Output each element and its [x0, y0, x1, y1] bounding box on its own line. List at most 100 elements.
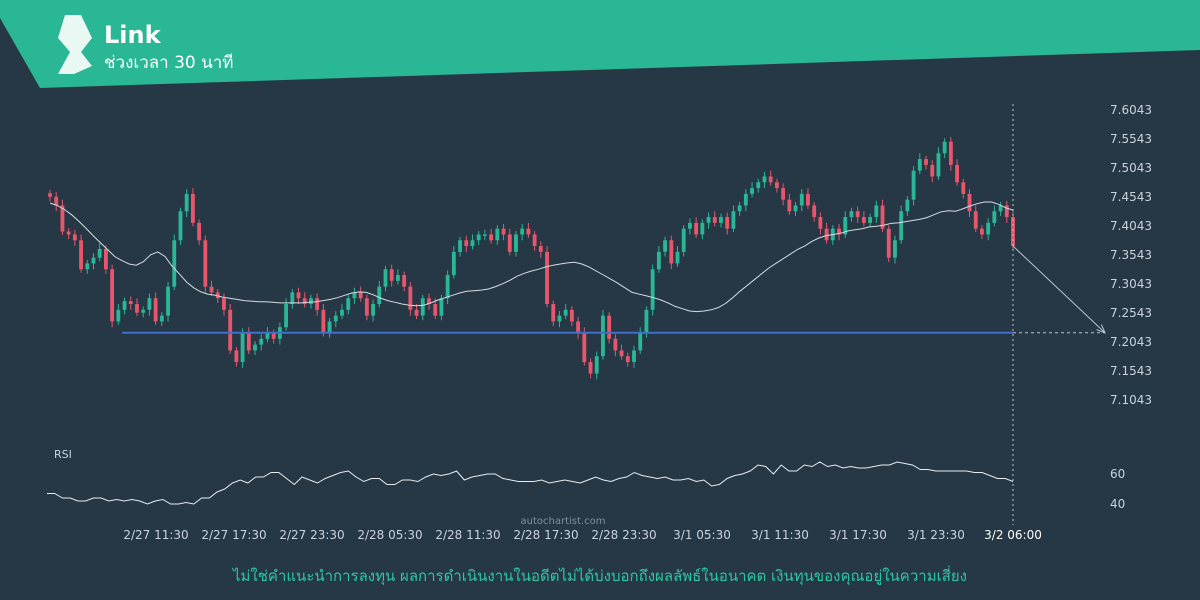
candle-down	[818, 217, 823, 229]
x-tick-label: 3/1 17:30	[829, 528, 887, 542]
candle-up	[159, 315, 164, 322]
candle-up	[942, 141, 947, 154]
candle-down	[402, 275, 407, 287]
x-axis: 2/27 11:30 2/27 17:30 2/27 23:30 2/28 05:30…	[123, 528, 1042, 542]
candle-up	[917, 159, 922, 171]
candle-up	[793, 205, 798, 212]
candle-down	[824, 228, 829, 241]
candle-down	[545, 251, 549, 305]
candle-down	[613, 338, 618, 351]
x-tick-label: 3/1 05:30	[673, 528, 731, 542]
candle-up	[675, 251, 680, 264]
candle-down	[576, 321, 581, 334]
candle-down	[433, 304, 438, 316]
y-tick-label: 7.5043	[1110, 161, 1152, 175]
candle-down	[315, 298, 320, 310]
candle-up	[116, 309, 121, 322]
candle-up	[85, 263, 90, 270]
candle-down	[302, 298, 307, 305]
candle-down	[1004, 205, 1009, 218]
candle-down	[955, 164, 960, 183]
candle-down	[321, 309, 326, 334]
candle-down	[725, 217, 730, 229]
y-tick-label: 7.5543	[1110, 132, 1152, 146]
candle-up	[470, 240, 475, 247]
y-tick-label: 7.1043	[1110, 393, 1152, 407]
price-panel: 7.6043 7.5543 7.5043 7.4543 7.4043 7.3543 7.30…	[48, 103, 1152, 525]
candle-down	[215, 292, 220, 299]
candle-up	[762, 176, 767, 183]
candle-down	[414, 309, 419, 316]
candle-up	[899, 211, 904, 241]
candle-up	[420, 298, 425, 316]
candle-down	[128, 301, 133, 305]
candle-down	[1011, 217, 1015, 247]
chart-subtitle: ช่วงเวลา 30 นาที	[104, 53, 234, 73]
candle-up	[743, 193, 748, 206]
candle-down	[197, 222, 202, 241]
x-tick-label: 3/2 06:00	[984, 528, 1042, 542]
candle-down	[48, 193, 52, 197]
candle-up	[327, 321, 332, 334]
candle-down	[538, 246, 543, 252]
candle-up	[681, 228, 686, 252]
candle-up	[166, 286, 170, 316]
y-tick-label: 7.1543	[1110, 364, 1152, 378]
rsi-tick-label: 40	[1110, 497, 1125, 511]
candle-up	[799, 193, 804, 206]
candle-down	[526, 228, 531, 235]
disclaimer: ไม่ใช่คำแนะนำการลงทุน ผลการดำเนินงานในอด…	[232, 565, 967, 586]
candle-down	[358, 292, 363, 299]
candle-up	[147, 298, 152, 310]
candle-up	[290, 292, 295, 305]
candle-up	[644, 309, 649, 334]
candle-down	[582, 333, 587, 363]
projection-arrow-head	[1096, 324, 1106, 334]
candle-up	[259, 338, 264, 345]
x-tick-label: 3/1 11:30	[751, 528, 809, 542]
candle-up	[253, 344, 257, 351]
candle-up	[97, 248, 102, 258]
candle-down	[837, 228, 841, 235]
candle-up	[122, 301, 127, 310]
candle-down	[812, 205, 817, 218]
x-tick-label: 2/27 17:30	[201, 528, 266, 542]
candle-up	[998, 205, 1003, 212]
candle-up	[333, 315, 338, 322]
candle-up	[905, 199, 910, 212]
candle-up	[650, 269, 655, 310]
rsi-line	[47, 461, 1014, 505]
candle-up	[91, 257, 96, 264]
candle-down	[961, 182, 966, 194]
candle-up	[756, 182, 761, 189]
rsi-label: RSI	[54, 448, 72, 461]
candle-up	[700, 222, 705, 235]
candle-down	[190, 193, 195, 223]
candle-down	[880, 205, 885, 229]
candle-up	[240, 333, 245, 363]
candle-down	[768, 176, 773, 183]
candle-down	[886, 228, 891, 258]
candle-up	[172, 240, 177, 287]
candle-down	[110, 269, 115, 322]
candle-down	[364, 298, 369, 316]
candle-down	[389, 269, 394, 281]
candle-up	[632, 350, 636, 363]
candle-down	[153, 298, 158, 322]
candle-up	[495, 228, 500, 241]
candle-up	[451, 251, 456, 276]
candle-down	[855, 211, 860, 218]
rsi-panel: RSI 60 40	[47, 448, 1125, 511]
candle-down	[209, 286, 214, 293]
candle-down	[787, 199, 792, 212]
x-tick-label: 2/28 05:30	[357, 528, 422, 542]
candle-up	[843, 217, 848, 235]
candle-down	[222, 298, 226, 310]
candle-up	[563, 309, 568, 316]
y-tick-label: 7.2043	[1110, 335, 1152, 349]
candle-down	[569, 309, 574, 322]
candle-up	[557, 315, 562, 322]
